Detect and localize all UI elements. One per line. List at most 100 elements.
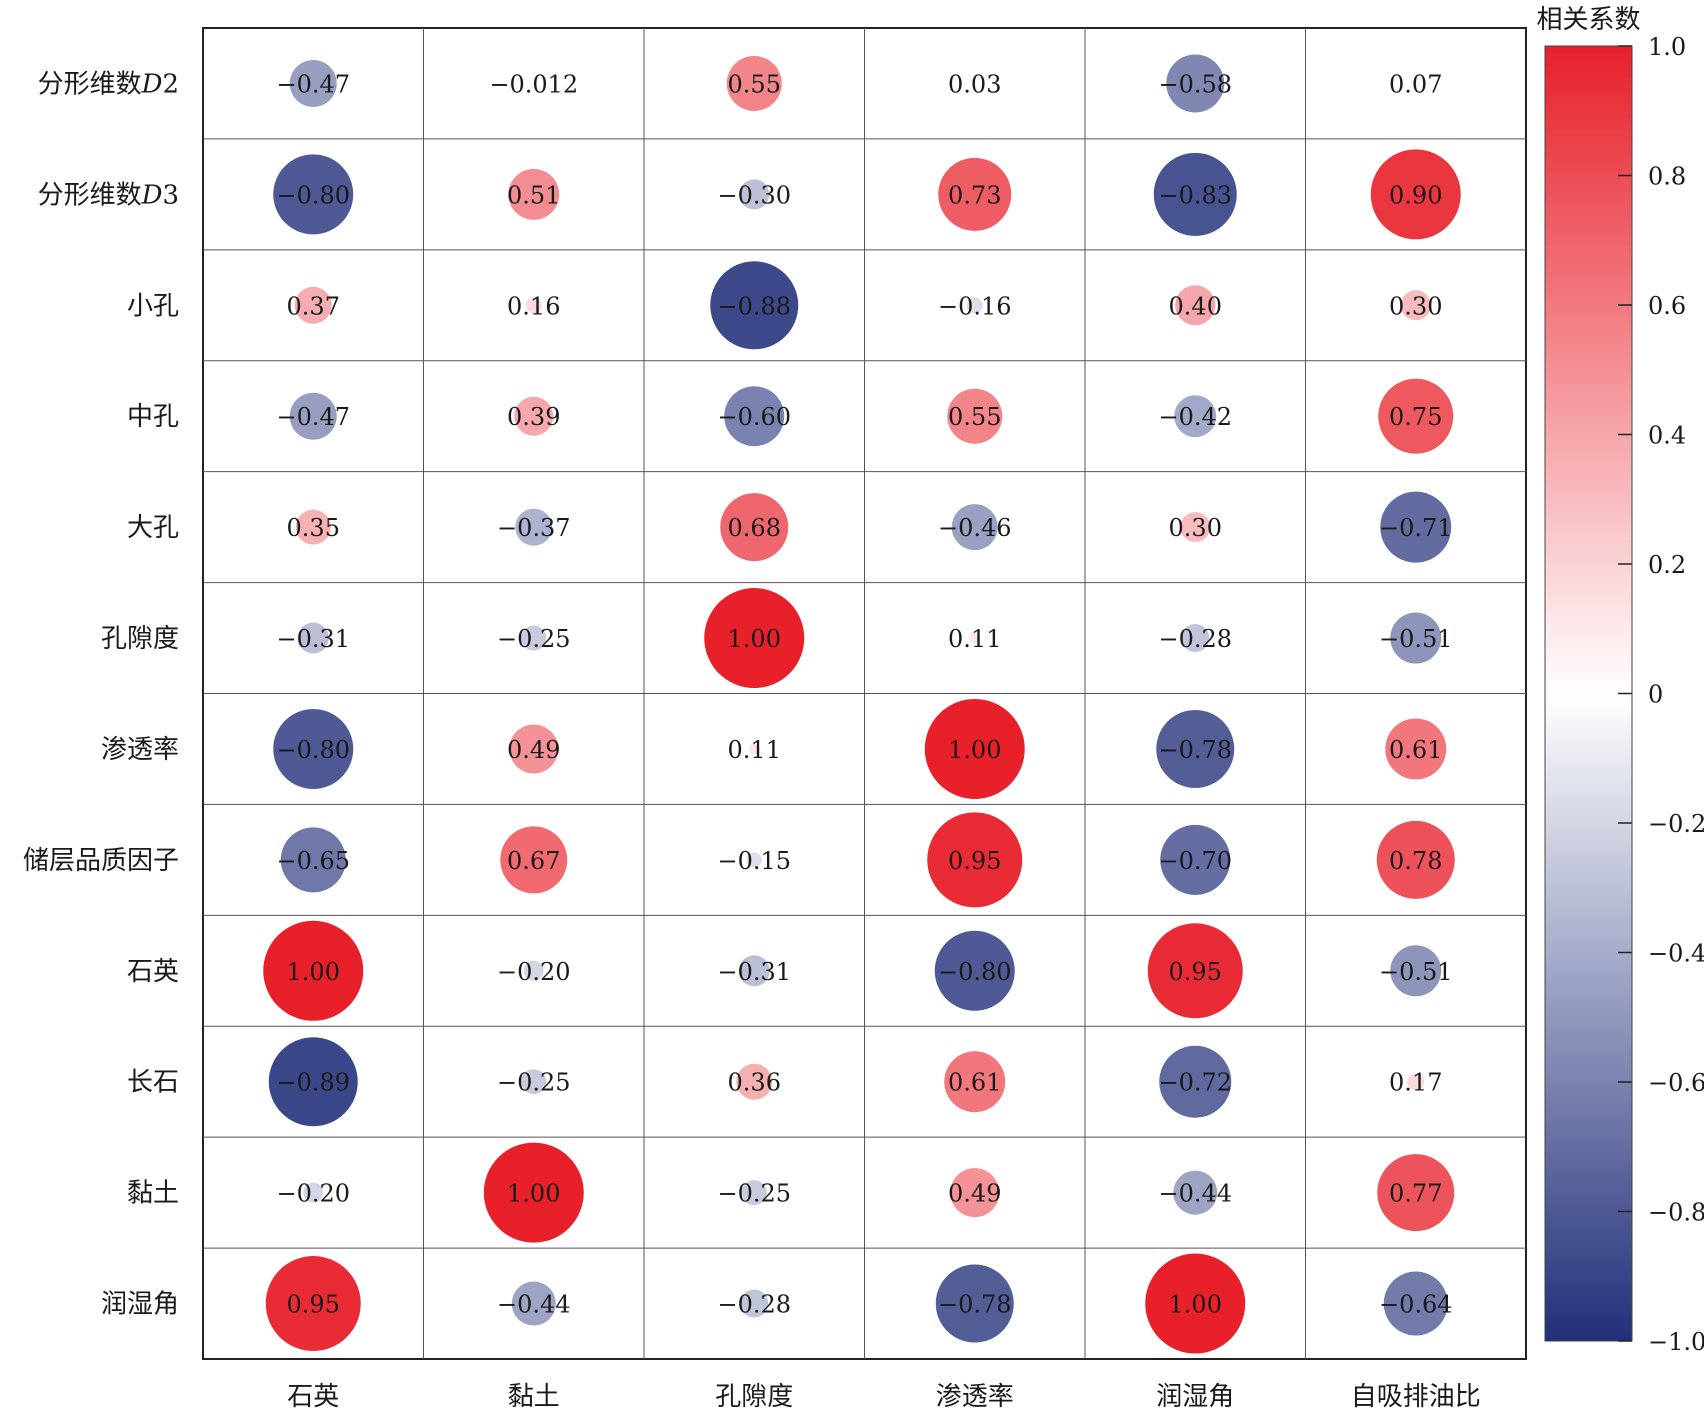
- cell-circle: [748, 743, 760, 755]
- cell-circle: [1370, 149, 1461, 240]
- cell-value-label: −0.16: [938, 292, 1012, 320]
- cell-circle: [1159, 1045, 1232, 1118]
- cell-value-label: 0.03: [948, 70, 1001, 98]
- colorbar-tick-label: 1.0: [1648, 33, 1686, 61]
- row-label: 孔隙度: [101, 624, 179, 654]
- cell-circle: [966, 297, 983, 314]
- cell-value-label: 0.40: [1169, 292, 1222, 320]
- cell-value-label: −0.47: [276, 70, 350, 98]
- cell-value-label: −0.51: [1379, 625, 1453, 653]
- row-label: 储层品质因子: [23, 846, 179, 876]
- row-label: 长石: [127, 1068, 179, 1098]
- row-label: 分形维数D3: [38, 180, 179, 210]
- cell-value-label: 0.55: [948, 403, 1001, 431]
- cell-value-label: 0.75: [1389, 403, 1442, 431]
- cell-value-label: 0.55: [728, 70, 781, 98]
- cell-circle: [515, 508, 553, 546]
- cell-value-label: 0.67: [507, 847, 560, 875]
- cell-value-label: 0.61: [1389, 736, 1442, 764]
- cell-circle: [1376, 820, 1455, 899]
- cell-circle: [938, 157, 1012, 231]
- cell-circle: [483, 1142, 584, 1243]
- cell-value-label: 1.00: [948, 736, 1001, 764]
- cell-circle: [509, 724, 559, 774]
- cell-value-label: 0.51: [507, 181, 560, 209]
- cell-circle: [1378, 378, 1454, 454]
- cell-circle: [1390, 612, 1442, 664]
- cell-value-label: 0.68: [728, 514, 781, 542]
- cell-circle: [1377, 1154, 1455, 1232]
- row-label: 石英: [127, 957, 179, 987]
- cell-value-label: 0.07: [1389, 70, 1442, 98]
- cell-value-label: −0.44: [497, 1291, 571, 1319]
- cell-value-label: −0.78: [1158, 736, 1232, 764]
- cell-circle: [927, 812, 1023, 908]
- colorbar-tick-label: −0.6: [1648, 1069, 1704, 1097]
- cell-value-label: 0.77: [1389, 1180, 1442, 1208]
- cell-circle: [268, 1037, 358, 1127]
- cell-circle: [533, 82, 535, 85]
- cell-circle: [951, 504, 998, 551]
- cell-value-label: −0.80: [276, 181, 350, 209]
- cell-circle: [726, 55, 782, 111]
- cell-value-label: −0.20: [276, 1180, 350, 1208]
- cell-circle: [1180, 512, 1211, 543]
- cell-circle: [303, 1182, 324, 1203]
- cell-circle: [289, 59, 337, 107]
- cell-circle: [934, 930, 1015, 1011]
- cell-value-label: −0.46: [938, 514, 1012, 542]
- cell-circle: [521, 1069, 547, 1095]
- cell-value-label: −0.28: [1158, 625, 1232, 653]
- cell-circle: [738, 955, 770, 987]
- cell-circle: [947, 388, 1003, 444]
- cell-circle: [514, 396, 554, 436]
- cell-value-label: −0.47: [276, 403, 350, 431]
- row-label: 黏土: [127, 1179, 179, 1209]
- cell-value-label: 0.78: [1389, 847, 1442, 875]
- cell-value-label: 0.35: [287, 514, 340, 542]
- cell-value-label: −0.80: [276, 736, 350, 764]
- cell-value-label: 0.17: [1389, 1069, 1442, 1097]
- row-label: 小孔: [127, 291, 179, 321]
- cell-circle: [1385, 718, 1447, 780]
- cell-circle: [289, 392, 337, 440]
- colorbar-title: 相关系数: [1536, 5, 1640, 35]
- cell-value-label: 0.36: [728, 1069, 781, 1097]
- row-label: 渗透率: [101, 735, 179, 765]
- cell-value-label: 0.49: [948, 1180, 1001, 1208]
- cell-circle: [746, 852, 762, 868]
- cell-circle: [1153, 152, 1237, 236]
- cell-value-label: −0.44: [1158, 1180, 1232, 1208]
- cell-circle: [944, 1051, 1006, 1113]
- cell-circle: [1407, 1073, 1425, 1091]
- cell-circle: [704, 588, 805, 689]
- row-label: 分形维数D2: [38, 69, 179, 99]
- column-label: 渗透率: [936, 1382, 1014, 1412]
- cell-circle: [710, 261, 799, 350]
- cell-value-label: −0.72: [1158, 1069, 1232, 1097]
- cell-value-label: 0.61: [948, 1069, 1001, 1097]
- cell-value-label: 1.00: [728, 625, 781, 653]
- cell-circle: [263, 920, 364, 1021]
- heatmap-grid: [202, 27, 1527, 1360]
- cell-circle: [973, 81, 977, 85]
- heatmap-cells: −0.47 −0.012 0.55 0.03 −0.58 0.07 −0.80 0.51 −0.…: [263, 54, 1461, 1354]
- cell-value-label: −0.012: [489, 70, 578, 98]
- cell-circle: [523, 960, 544, 981]
- cell-circle: [1383, 1271, 1448, 1336]
- colorbar-tick-label: 0.4: [1648, 422, 1686, 450]
- cell-value-label: 0.11: [948, 625, 1001, 653]
- cell-value-label: −0.78: [938, 1291, 1012, 1319]
- cell-circle: [1147, 923, 1243, 1019]
- cell-circle: [1181, 624, 1210, 653]
- row-label: 中孔: [127, 402, 179, 432]
- cell-circle: [724, 386, 785, 447]
- cell-value-label: −0.89: [276, 1069, 350, 1097]
- cell-circle: [741, 1180, 767, 1206]
- cell-value-label: −0.88: [717, 292, 791, 320]
- cell-circle: [525, 297, 542, 314]
- cell-value-label: 0.95: [1169, 958, 1222, 986]
- cell-circle: [740, 1289, 769, 1318]
- colorbar-tick-label: 0.6: [1648, 292, 1686, 320]
